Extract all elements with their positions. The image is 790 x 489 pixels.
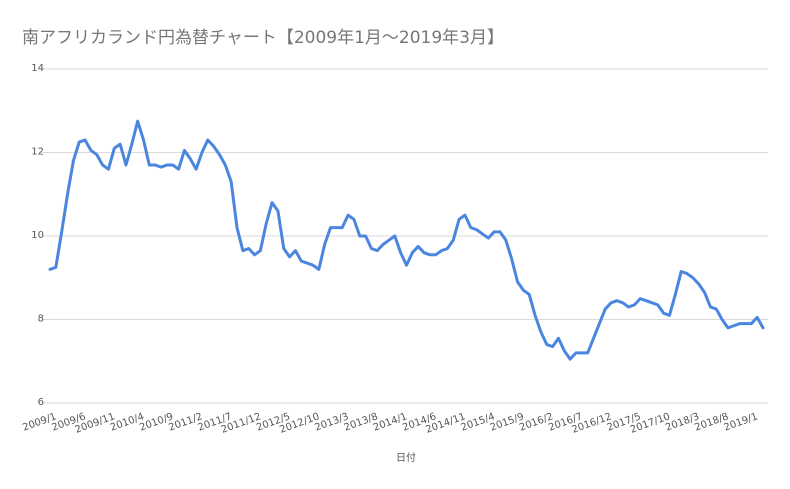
x-axis-label: 日付 <box>396 451 416 464</box>
chart-title: 南アフリカランド円為替チャート【2009年1月～2019年3月】 <box>22 28 504 48</box>
y-tick-label: 14 <box>31 63 44 74</box>
y-tick-label: 6 <box>38 397 44 408</box>
data-line <box>48 119 765 361</box>
y-tick-label: 12 <box>31 147 44 158</box>
x-tick-label: 2019/1 <box>723 411 760 433</box>
y-tick-label: 8 <box>38 314 44 325</box>
y-tick-label: 10 <box>31 230 44 241</box>
